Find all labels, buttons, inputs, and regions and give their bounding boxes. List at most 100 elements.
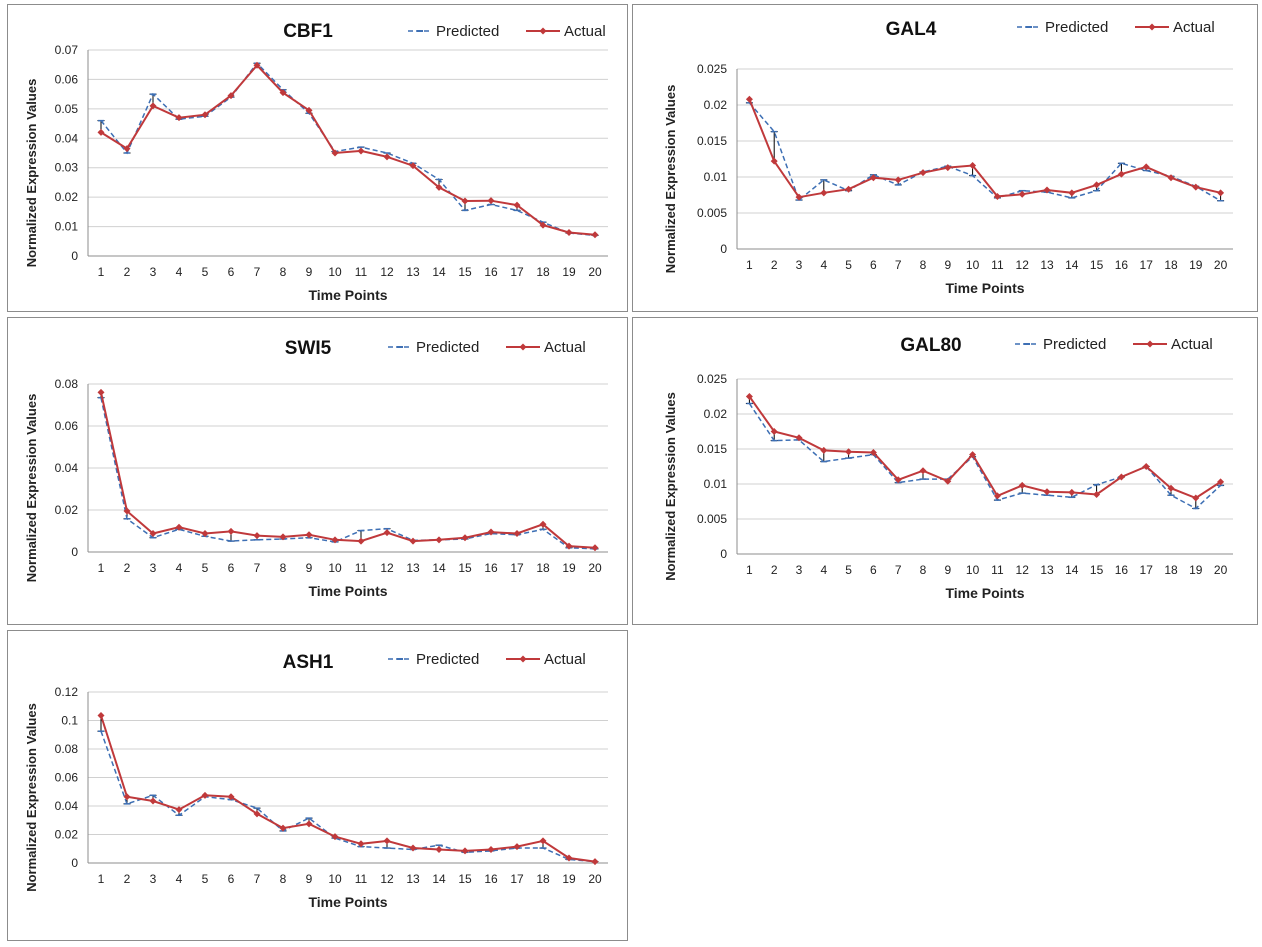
point-actual [253, 532, 261, 540]
point-actual [513, 201, 521, 209]
point-actual [201, 530, 209, 538]
series-line-predicted [100, 397, 596, 550]
point-actual [745, 393, 753, 400]
point-actual [565, 542, 573, 550]
x-axis-title: Time Points [945, 585, 1024, 601]
point-actual [175, 806, 183, 814]
legend-label-actual: Actual [1171, 336, 1213, 353]
x-tick-label: 1 [746, 258, 753, 272]
x-tick-label: 10 [328, 265, 342, 279]
point-actual [1217, 189, 1225, 197]
x-tick-label: 15 [1090, 563, 1104, 577]
x-tick-label: 18 [536, 265, 550, 279]
legend-label-predicted: Predicted [416, 651, 479, 668]
point-actual [770, 157, 778, 165]
y-tick-label: 0.005 [697, 512, 727, 526]
legend-marker-actual [539, 27, 547, 35]
point-actual [795, 434, 803, 442]
point-actual [1117, 170, 1125, 178]
point-actual [227, 92, 235, 100]
point-actual [435, 536, 443, 544]
point-actual [1018, 190, 1026, 198]
point-actual [149, 102, 157, 110]
x-tick-label: 10 [966, 563, 980, 577]
x-tick-label: 3 [150, 872, 157, 886]
point-actual [820, 189, 828, 197]
point-actual [845, 448, 853, 456]
y-tick-label: 0.06 [55, 72, 79, 86]
x-tick-label: 13 [1040, 563, 1054, 577]
point-actual [253, 61, 261, 69]
point-actual [894, 176, 902, 184]
point-actual [1142, 163, 1150, 171]
y-tick-label: 0.015 [697, 442, 727, 456]
point-actual [227, 527, 235, 535]
point-actual [565, 228, 573, 236]
chart-panel-gal4: 0 0.005 0.01 0.015 0.02 0.025 1 2 3 4 5 6 7 8 9 10 11 12 1… [632, 4, 1258, 312]
point-actual [969, 161, 977, 169]
point-actual [591, 231, 599, 239]
x-tick-label: 2 [771, 563, 778, 577]
x-tick-label: 16 [484, 265, 498, 279]
x-tick-label: 13 [1040, 258, 1054, 272]
y-tick-label: 0.04 [55, 461, 79, 475]
point-actual [1192, 183, 1200, 191]
x-tick-label: 17 [1140, 563, 1154, 577]
chart-panel-swi5: 0 0.02 0.04 0.06 0.08 1 2 3 4 5 6 7 8 9 10 11 12 13 14 15 16… [7, 317, 628, 625]
x-tick-label: 12 [380, 265, 394, 279]
x-tick-label: 1 [98, 872, 105, 886]
point-actual [97, 388, 105, 396]
x-tick-label: 11 [991, 258, 1004, 272]
point-actual [123, 145, 131, 153]
x-tick-label: 8 [280, 872, 287, 886]
x-tick-label: 9 [944, 258, 951, 272]
y-axis-title: Normalized Expression Values [663, 392, 678, 581]
x-tick-label: 11 [355, 872, 368, 886]
y-axis-title: Normalized Expression Values [24, 703, 39, 892]
point-actual [513, 843, 521, 851]
point-actual [123, 507, 131, 515]
y-tick-label: 0.08 [55, 742, 79, 756]
x-tick-label: 18 [1164, 258, 1178, 272]
point-actual [305, 820, 313, 828]
y-tick-label: 0.03 [55, 161, 79, 175]
x-tick-label: 20 [1214, 258, 1228, 272]
point-actual [845, 185, 853, 193]
series-line-actual [100, 392, 596, 549]
point-actual [565, 854, 573, 862]
point-actual [795, 193, 803, 201]
x-tick-label: 9 [306, 265, 313, 279]
x-tick-label: 4 [176, 872, 183, 886]
x-tick-label: 2 [124, 265, 131, 279]
y-tick-label: 0.12 [55, 685, 79, 699]
chart-title: SWI5 [285, 338, 332, 359]
point-actual [149, 797, 157, 805]
series-line-actual [100, 715, 596, 863]
legend-label-actual: Actual [544, 651, 586, 668]
chart-panel-cbf1: 0 0.01 0.02 0.03 0.04 0.05 0.06 0.07 1 2 3 4 5 6 7 8 9 10… [7, 4, 628, 312]
point-actual [461, 197, 469, 205]
point-actual [201, 111, 209, 119]
point-actual [1043, 488, 1051, 496]
point-actual [305, 531, 313, 539]
point-actual [383, 153, 391, 161]
y-axis-title: Normalized Expression Values [663, 85, 678, 274]
x-tick-label: 7 [254, 872, 261, 886]
x-tick-label: 4 [176, 265, 183, 279]
y-tick-label: 0.02 [55, 503, 79, 517]
point-actual [944, 164, 952, 172]
legend-marker-actual [519, 343, 527, 351]
x-tick-label: 5 [845, 258, 852, 272]
x-tick-label: 3 [150, 265, 157, 279]
x-tick-label: 18 [1164, 563, 1178, 577]
y-tick-label: 0.04 [55, 131, 79, 145]
x-tick-label: 17 [510, 561, 524, 575]
point-actual [123, 793, 131, 801]
x-tick-label: 13 [406, 265, 420, 279]
point-actual [820, 446, 828, 454]
point-actual [357, 840, 365, 848]
x-tick-label: 7 [254, 265, 261, 279]
point-actual [409, 844, 417, 852]
point-actual [409, 162, 417, 170]
x-tick-label: 15 [458, 872, 472, 886]
